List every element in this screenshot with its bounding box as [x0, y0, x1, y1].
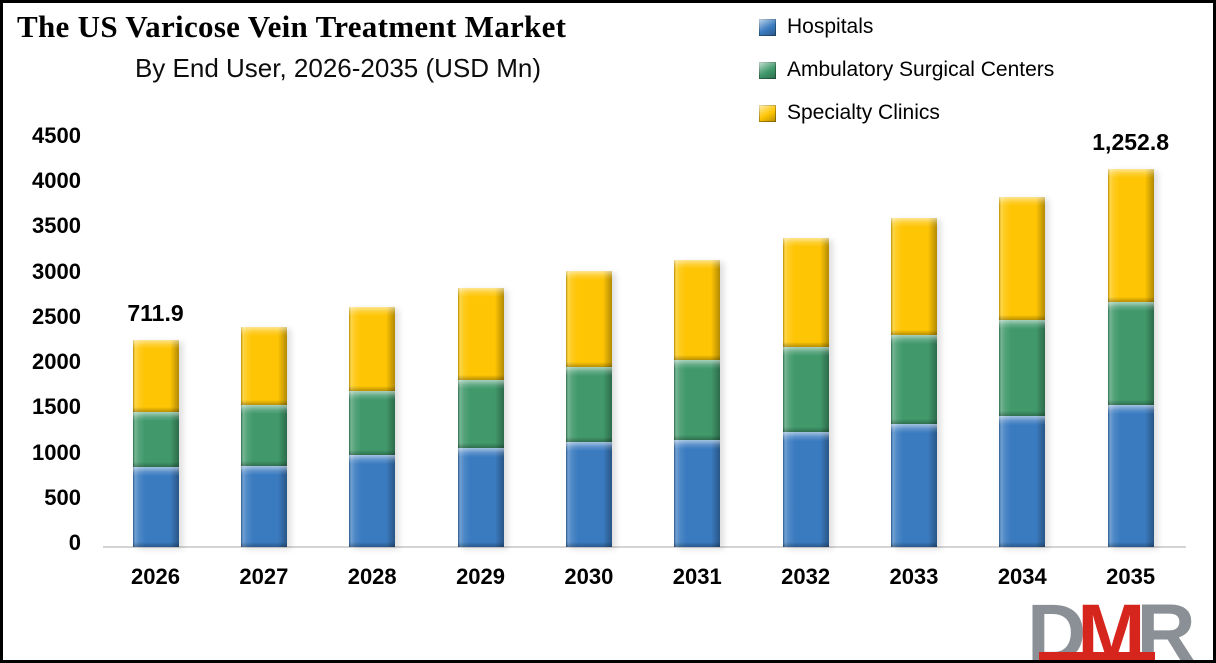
segment-specialty-clinics-2028	[349, 306, 396, 392]
legend-item-specialty-clinics: Specialty Clinics	[759, 100, 1054, 126]
bar-2033	[890, 217, 937, 548]
hospitals-swatch-icon	[759, 18, 776, 36]
dmr-logo: DMR	[1027, 588, 1196, 663]
y-axis-tick-label-1000: 1000	[32, 439, 81, 465]
logo-letter-r: R	[1136, 588, 1196, 663]
segment-specialty-clinics-2030	[565, 270, 612, 367]
segment-specialty-clinics-2031	[674, 259, 721, 360]
segment-ambulatory-surgical-centers-2034	[999, 319, 1046, 416]
x-axis-label-2027: 2027	[239, 564, 289, 589]
data-label-2035: 1,252.8	[1092, 128, 1170, 155]
segment-hospitals-2029	[457, 447, 504, 548]
x-axis-label-2029: 2029	[456, 564, 506, 589]
segment-specialty-clinics-2032	[782, 237, 829, 348]
segment-hospitals-2031	[674, 439, 721, 548]
segment-specialty-clinics-2027	[240, 327, 287, 405]
chart-title: The US Varicose Vein Treatment Market	[17, 9, 567, 44]
bar-2028	[349, 306, 396, 548]
specialty-clinics-swatch-icon	[759, 104, 776, 122]
bar-2029	[457, 287, 504, 548]
x-axis-label-2032: 2032	[781, 564, 831, 589]
segment-specialty-clinics-2033	[890, 217, 937, 335]
bar-2034	[999, 196, 1046, 548]
y-axis-tick-label-2500: 2500	[32, 303, 81, 329]
segment-ambulatory-surgical-centers-2026	[132, 411, 179, 468]
y-axis-tick-label-4000: 4000	[32, 168, 81, 193]
x-axis-label-2031: 2031	[672, 564, 722, 589]
legend-label-specialty-clinics: Specialty Clinics	[787, 101, 940, 124]
x-axis-label-2026: 2026	[131, 564, 180, 589]
y-axis-tick-label-500: 500	[44, 484, 81, 510]
y-axis-tick-label-0: 0	[68, 530, 81, 555]
segment-ambulatory-surgical-centers-2031	[674, 359, 721, 440]
segment-hospitals-2026	[132, 467, 179, 547]
bar-2031	[674, 259, 721, 548]
x-axis-label-2033: 2033	[889, 564, 939, 589]
segment-specialty-clinics-2026	[132, 340, 179, 413]
y-axis-tick-label-4500: 4500	[32, 122, 81, 148]
segment-hospitals-2028	[349, 454, 396, 548]
legend: Hospitals Ambulatory Surgical Centers Sp…	[759, 14, 1054, 126]
segment-ambulatory-surgical-centers-2032	[782, 346, 829, 433]
segment-ambulatory-surgical-centers-2035	[1107, 301, 1154, 406]
ambulatory-surgical-centers-swatch-icon	[759, 61, 776, 79]
legend-item-hospitals: Hospitals	[759, 14, 1054, 40]
x-axis-label-2034: 2034	[997, 564, 1047, 589]
segment-hospitals-2032	[782, 432, 829, 547]
bar-2035	[1107, 168, 1154, 548]
logo-letter-d: D	[1027, 588, 1086, 663]
x-axis-line	[103, 546, 1186, 548]
segment-hospitals-2030	[565, 441, 612, 548]
segment-ambulatory-surgical-centers-2033	[890, 334, 937, 425]
bar-2032	[782, 237, 829, 547]
legend-item-ambulatory-surgical-centers: Ambulatory Surgical Centers	[759, 57, 1054, 83]
segment-hospitals-2033	[890, 423, 937, 548]
data-label-2026: 711.9	[127, 300, 184, 327]
segment-specialty-clinics-2035	[1107, 168, 1154, 302]
legend-label-hospitals: Hospitals	[787, 15, 874, 38]
segment-specialty-clinics-2029	[457, 287, 504, 381]
x-axis-label-2028: 2028	[347, 564, 397, 589]
y-axis-tick-label-3000: 3000	[32, 258, 81, 284]
y-axis-tick-label-1500: 1500	[32, 394, 81, 420]
segment-ambulatory-surgical-centers-2030	[565, 366, 612, 442]
segment-ambulatory-surgical-centers-2028	[349, 390, 396, 455]
logo-red-bar	[1039, 652, 1155, 660]
x-axis-label-2030: 2030	[564, 564, 614, 589]
segment-hospitals-2035	[1107, 404, 1154, 548]
bar-2026	[132, 340, 179, 547]
legend-label-ambulatory-surgical-centers: Ambulatory Surgical Centers	[787, 58, 1055, 81]
segment-ambulatory-surgical-centers-2027	[240, 404, 287, 467]
y-axis-tick-label-3500: 3500	[32, 213, 81, 239]
segment-hospitals-2027	[240, 465, 287, 547]
logo-letter-m: M	[1077, 588, 1145, 663]
bar-2030	[565, 270, 612, 548]
plot-area: 0 500 1000 1500 2000 2500 3000 3500 4000 4500 2026…	[3, 3, 1213, 660]
x-axis-label-2035: 2035	[1106, 564, 1156, 589]
chart-subtitle: By End User, 2026-2035 (USD Mn)	[134, 53, 542, 83]
y-axis-tick-label-2000: 2000	[32, 349, 81, 374]
segment-ambulatory-surgical-centers-2029	[457, 380, 504, 448]
segment-specialty-clinics-2034	[999, 196, 1046, 320]
segment-hospitals-2034	[999, 415, 1046, 548]
bar-2027	[240, 327, 287, 547]
